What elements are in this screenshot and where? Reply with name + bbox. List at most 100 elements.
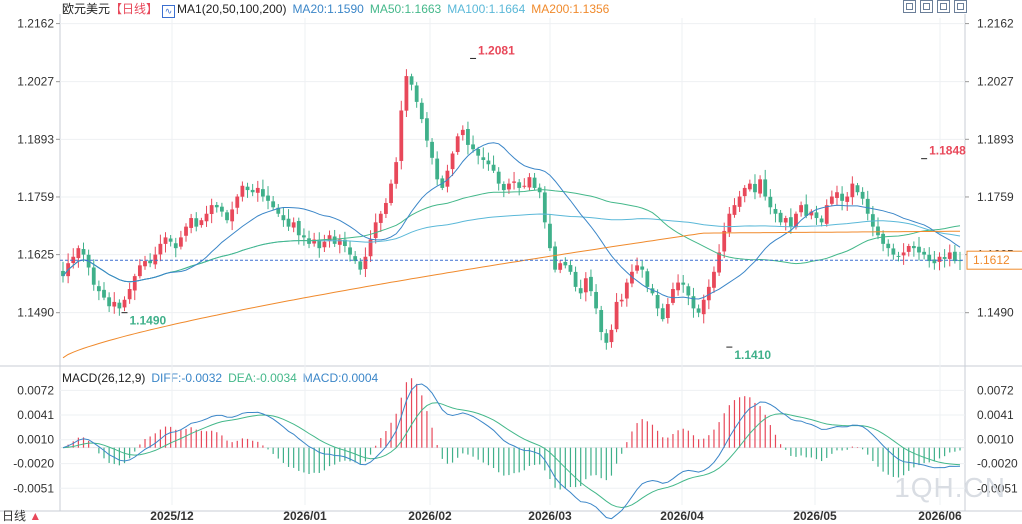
candle-body — [937, 256, 942, 262]
ma20-value: MA20:1.1590 — [292, 2, 364, 16]
candle-body — [76, 248, 81, 259]
candle — [425, 112, 429, 148]
candle — [117, 299, 122, 316]
candle — [522, 178, 527, 189]
candle — [558, 259, 563, 274]
candle — [732, 198, 737, 218]
candle — [573, 266, 578, 292]
candle — [296, 217, 301, 245]
candle — [460, 125, 465, 141]
candle — [184, 223, 188, 242]
candle-body — [886, 243, 891, 249]
candle — [363, 247, 368, 278]
candle — [512, 171, 516, 190]
x-tick-label: 2026/03 — [528, 509, 572, 523]
settings-icon[interactable] — [954, 0, 967, 13]
candle — [373, 213, 378, 244]
candle-body — [947, 252, 952, 259]
candle — [122, 296, 127, 312]
candle — [266, 186, 270, 210]
candle-body — [660, 308, 665, 320]
candle — [322, 234, 327, 252]
macd-tick-label-right: -0.0020 — [977, 457, 1018, 471]
candle — [865, 190, 870, 221]
expand-icon[interactable] — [920, 0, 933, 13]
candle-body — [353, 256, 358, 262]
candle-body — [589, 276, 593, 292]
candle-body — [901, 252, 906, 256]
candle-body — [737, 196, 742, 207]
candle — [81, 242, 86, 262]
candle-body — [763, 179, 768, 197]
candle-body — [876, 226, 880, 236]
candle-body — [209, 205, 214, 215]
candle-body — [686, 286, 691, 296]
candle — [917, 236, 921, 261]
candle — [471, 135, 475, 153]
period-tag[interactable]: 【日线】 — [110, 2, 159, 16]
bottom-period-text: 日线 — [2, 509, 27, 523]
candle-body — [609, 329, 614, 343]
candle-body — [665, 304, 670, 318]
candles-group — [61, 69, 962, 350]
layout-icon[interactable] — [937, 0, 950, 13]
candle-body — [891, 248, 896, 255]
candle — [747, 179, 752, 192]
candle-body — [450, 153, 455, 170]
candle-body — [717, 252, 721, 273]
candle — [143, 255, 147, 270]
candle — [840, 186, 845, 211]
candle-body — [332, 236, 337, 244]
candle-body — [922, 251, 927, 255]
candle-body — [235, 196, 240, 208]
ma50-value: MA50:1.1663 — [369, 2, 442, 16]
x-tick-label: 2026/06 — [918, 509, 962, 523]
extreme-label-low: 1.1410 — [734, 348, 771, 362]
y-tick-label-left: 1.2027 — [17, 75, 54, 89]
candle — [578, 279, 583, 300]
candle — [609, 324, 614, 348]
candle — [230, 201, 235, 231]
candle — [783, 215, 788, 231]
candle — [768, 189, 773, 215]
ma100-value: MA100:1.1664 — [447, 2, 526, 16]
candle-body — [845, 196, 850, 202]
bottom-period-label[interactable]: 日线 ▲ — [2, 507, 41, 524]
candle — [727, 207, 732, 238]
candle-body — [117, 302, 122, 309]
candle-body — [865, 198, 870, 214]
candle-body — [824, 205, 829, 224]
candle-body — [881, 233, 886, 244]
candle-body — [753, 183, 757, 193]
macd-label: MACD(26,12,9) — [62, 371, 146, 385]
macd-dea: DEA:-0.0034 — [228, 371, 297, 385]
candle-body — [809, 211, 814, 216]
candle — [158, 234, 163, 262]
candle-body — [630, 271, 634, 284]
candle — [486, 152, 491, 171]
main-legend: 欧元美元【日线】 ∿ MA1(20,50,100,200) MA20:1.1590 MA… — [62, 1, 615, 18]
candle — [153, 246, 158, 269]
candle-body — [727, 213, 732, 233]
candle — [737, 190, 742, 212]
y-tick-label-right: 1.1759 — [977, 190, 1014, 204]
candle-body — [71, 256, 76, 263]
candle — [753, 174, 757, 200]
crosshair-icon[interactable] — [903, 0, 916, 13]
ma-indicator-icon[interactable]: ∿ — [162, 5, 176, 18]
candle — [189, 213, 194, 234]
candle-body — [476, 149, 481, 156]
candle — [942, 249, 947, 268]
candle-body — [578, 288, 583, 294]
candle — [819, 215, 824, 227]
candle — [896, 251, 901, 262]
candle-body — [435, 158, 440, 180]
candle-body — [896, 255, 901, 257]
candle — [450, 151, 455, 177]
candle-body — [373, 222, 378, 238]
candle — [676, 274, 680, 296]
macd-tick-label-right: 0.0072 — [977, 383, 1014, 397]
candle-body — [153, 254, 158, 265]
ma50-line — [62, 189, 961, 283]
